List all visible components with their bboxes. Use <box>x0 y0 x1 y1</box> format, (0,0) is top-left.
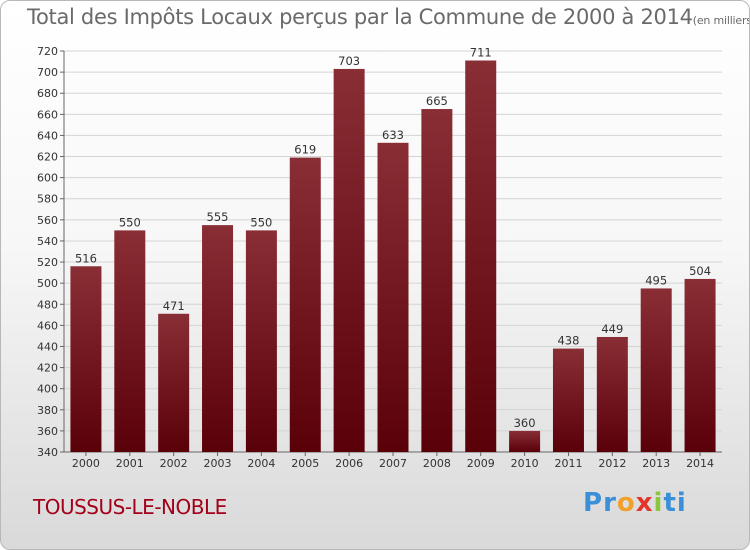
data-label: 495 <box>645 273 667 287</box>
y-tick-label: 480 <box>37 298 58 311</box>
y-tick-label: 700 <box>37 66 58 79</box>
y-tick-label: 440 <box>37 340 58 353</box>
y-tick-label: 680 <box>37 87 58 100</box>
data-label: 550 <box>119 215 141 229</box>
y-tick-label: 620 <box>37 151 58 164</box>
y-tick-label: 500 <box>37 277 58 290</box>
data-label: 550 <box>250 215 272 229</box>
x-tick-label: 2002 <box>160 457 188 470</box>
x-tick-label: 2000 <box>72 457 100 470</box>
x-tick-label: 2005 <box>291 457 319 470</box>
bar <box>377 142 409 452</box>
data-label: 438 <box>557 334 579 348</box>
x-tick-label: 2007 <box>379 457 407 470</box>
x-tick-label: 2013 <box>642 457 670 470</box>
x-tick-label: 2008 <box>423 457 451 470</box>
y-tick-label: 360 <box>37 425 58 438</box>
y-tick-label: 400 <box>37 383 58 396</box>
x-tick-label: 2004 <box>247 457 275 470</box>
bar <box>684 278 716 452</box>
y-tick-label: 420 <box>37 362 58 375</box>
logo-letter: r <box>603 488 617 518</box>
logo-letter: t <box>663 488 677 518</box>
x-tick-label: 2014 <box>686 457 714 470</box>
logo-letter: i <box>653 488 664 518</box>
bar <box>289 157 321 452</box>
data-label: 555 <box>207 210 229 224</box>
data-label: 665 <box>426 94 448 108</box>
x-tick-label: 2009 <box>467 457 495 470</box>
x-tick-label: 2010 <box>511 457 539 470</box>
y-tick-label: 600 <box>37 172 58 185</box>
data-label: 504 <box>689 264 711 278</box>
bar <box>640 288 672 452</box>
bar <box>596 336 628 452</box>
y-tick-label: 580 <box>37 193 58 206</box>
data-label: 619 <box>294 143 316 157</box>
bar <box>245 230 277 452</box>
title-block: Total des Impôts Locaux perçus par la Co… <box>27 5 750 29</box>
labels: 340 360 380 400 420 440 460 480 500 520 540 560 580 6… <box>37 45 714 470</box>
y-tick-label: 340 <box>37 446 58 459</box>
bar <box>202 225 234 452</box>
bar <box>70 266 102 452</box>
y-tick-label: 540 <box>37 235 58 248</box>
data-label: 516 <box>75 251 97 265</box>
bar <box>333 68 365 452</box>
data-label: 449 <box>601 322 623 336</box>
y-tick-label: 560 <box>37 214 58 227</box>
x-tick-label: 2006 <box>335 457 363 470</box>
data-label: 633 <box>382 128 404 142</box>
bar <box>509 430 541 452</box>
bar <box>552 348 584 452</box>
x-tick-label: 2012 <box>598 457 626 470</box>
y-tick-label: 720 <box>37 45 58 58</box>
data-label: 703 <box>338 54 360 68</box>
y-tick-label: 380 <box>37 404 58 417</box>
logo-letter: i <box>676 488 687 518</box>
logo-letter: o <box>616 488 636 518</box>
logo-letter: x <box>635 488 654 518</box>
bar <box>114 230 146 452</box>
commune-name: TOUSSUS-LE-NOBLE <box>33 495 227 519</box>
data-label: 471 <box>163 299 185 313</box>
chart-unit: (en milliers d'€) <box>692 14 750 27</box>
x-tick-label: 2003 <box>204 457 232 470</box>
data-label: 360 <box>514 416 536 430</box>
y-tick-label: 660 <box>37 108 58 121</box>
x-tick-label: 2001 <box>116 457 144 470</box>
data-label: 711 <box>470 45 492 59</box>
y-tick-label: 460 <box>37 319 58 332</box>
logo-letter: P <box>583 488 604 518</box>
bar <box>465 60 497 452</box>
chart-title: Total des Impôts Locaux perçus par la Co… <box>27 5 693 29</box>
bar <box>421 109 453 452</box>
x-tick-label: 2011 <box>554 457 582 470</box>
y-tick-label: 640 <box>37 129 58 142</box>
proxiti-logo[interactable]: Proxiti <box>583 488 687 518</box>
bar <box>158 313 190 452</box>
bars <box>70 60 716 452</box>
y-tick-label: 520 <box>37 256 58 269</box>
